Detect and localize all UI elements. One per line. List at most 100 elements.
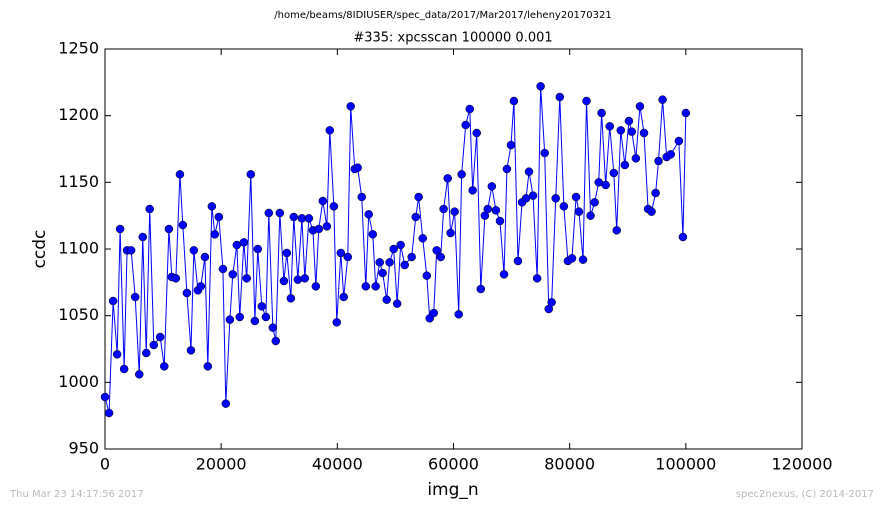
data-point [605,122,614,131]
data-point [454,310,463,319]
y-tick-label: 1100 [58,239,99,258]
data-point [411,212,420,222]
data-point [353,163,362,172]
data-point [674,136,684,146]
data-point [418,234,427,243]
data-point [186,346,196,355]
data-point [620,160,630,170]
data-point [465,104,475,114]
data-point [472,128,481,138]
data-point [300,274,310,283]
data-point [647,207,656,216]
x-axis-label: img_n [427,480,478,500]
data-point [196,282,206,291]
data-point [130,292,140,302]
data-point [329,202,339,211]
data-point [506,140,516,150]
data-point [268,323,278,332]
data-point [257,302,267,311]
data-point [532,274,542,283]
data-point [491,206,501,215]
data-point [385,258,394,267]
data-point [314,224,323,234]
x-tick-label: 40000 [312,455,363,474]
data-point [582,96,591,106]
data-point [155,332,165,342]
data-point [112,350,122,359]
data-point [336,248,346,258]
data-point [164,224,174,234]
data-point [658,95,667,104]
data-point [235,312,245,322]
y-tick-label: 1250 [58,39,99,58]
data-point [178,220,188,230]
data-point [432,246,441,255]
data-point [513,256,523,266]
data-point [468,186,477,195]
data-point [364,210,373,219]
data-point [225,315,235,324]
data-point [200,252,210,262]
data-point [590,198,599,207]
data-point [371,282,380,291]
data-point [242,274,251,283]
data-point [126,246,136,255]
data-point [487,182,497,191]
y-axis-label: ccdc [30,230,50,269]
data-point [182,288,192,298]
plot-frame [104,48,803,450]
chart-title: #335: xpcsscan 100000 0.001 [353,31,552,46]
data-point [275,208,285,218]
data-point [392,299,402,308]
data-point [100,392,110,402]
data-point [574,207,584,216]
data-point [422,271,432,280]
data-point [322,222,332,231]
data-point [361,282,371,291]
data-point [271,336,281,346]
data-point [159,362,169,371]
data-point [115,224,125,234]
data-point [461,120,470,130]
data-point [651,188,660,198]
data-line [104,86,687,414]
data-point [286,294,296,303]
data-point [597,108,606,118]
data-point [311,282,321,291]
data-point [289,212,299,222]
y-tick-label: 1150 [58,172,99,191]
data-point [368,230,378,239]
y-tick-label: 1000 [58,372,99,391]
data-point [450,207,459,216]
data-point [279,276,289,286]
y-tick-label: 1050 [58,305,99,324]
data-point [304,214,314,223]
data-point [601,180,610,190]
data-point [375,258,384,267]
data-point [145,204,154,214]
data-point [524,167,534,176]
data-point [378,268,387,278]
y-tick-label: 950 [68,439,99,458]
data-point [135,370,144,379]
data-point [389,244,398,254]
data-point [189,246,199,255]
data-point [555,92,565,102]
data-point [207,202,217,211]
data-point [414,192,423,202]
data-point [639,128,649,138]
data-point [246,170,256,179]
data-point [547,298,556,307]
data-point [567,254,577,263]
data-point [499,270,509,279]
data-point [210,230,220,239]
data-point [108,296,118,306]
data-point [250,316,260,326]
data-point [540,148,549,158]
data-point [627,127,637,136]
data-point [429,308,439,318]
data-point [400,260,409,270]
data-point [382,295,391,304]
data-point [616,126,626,135]
